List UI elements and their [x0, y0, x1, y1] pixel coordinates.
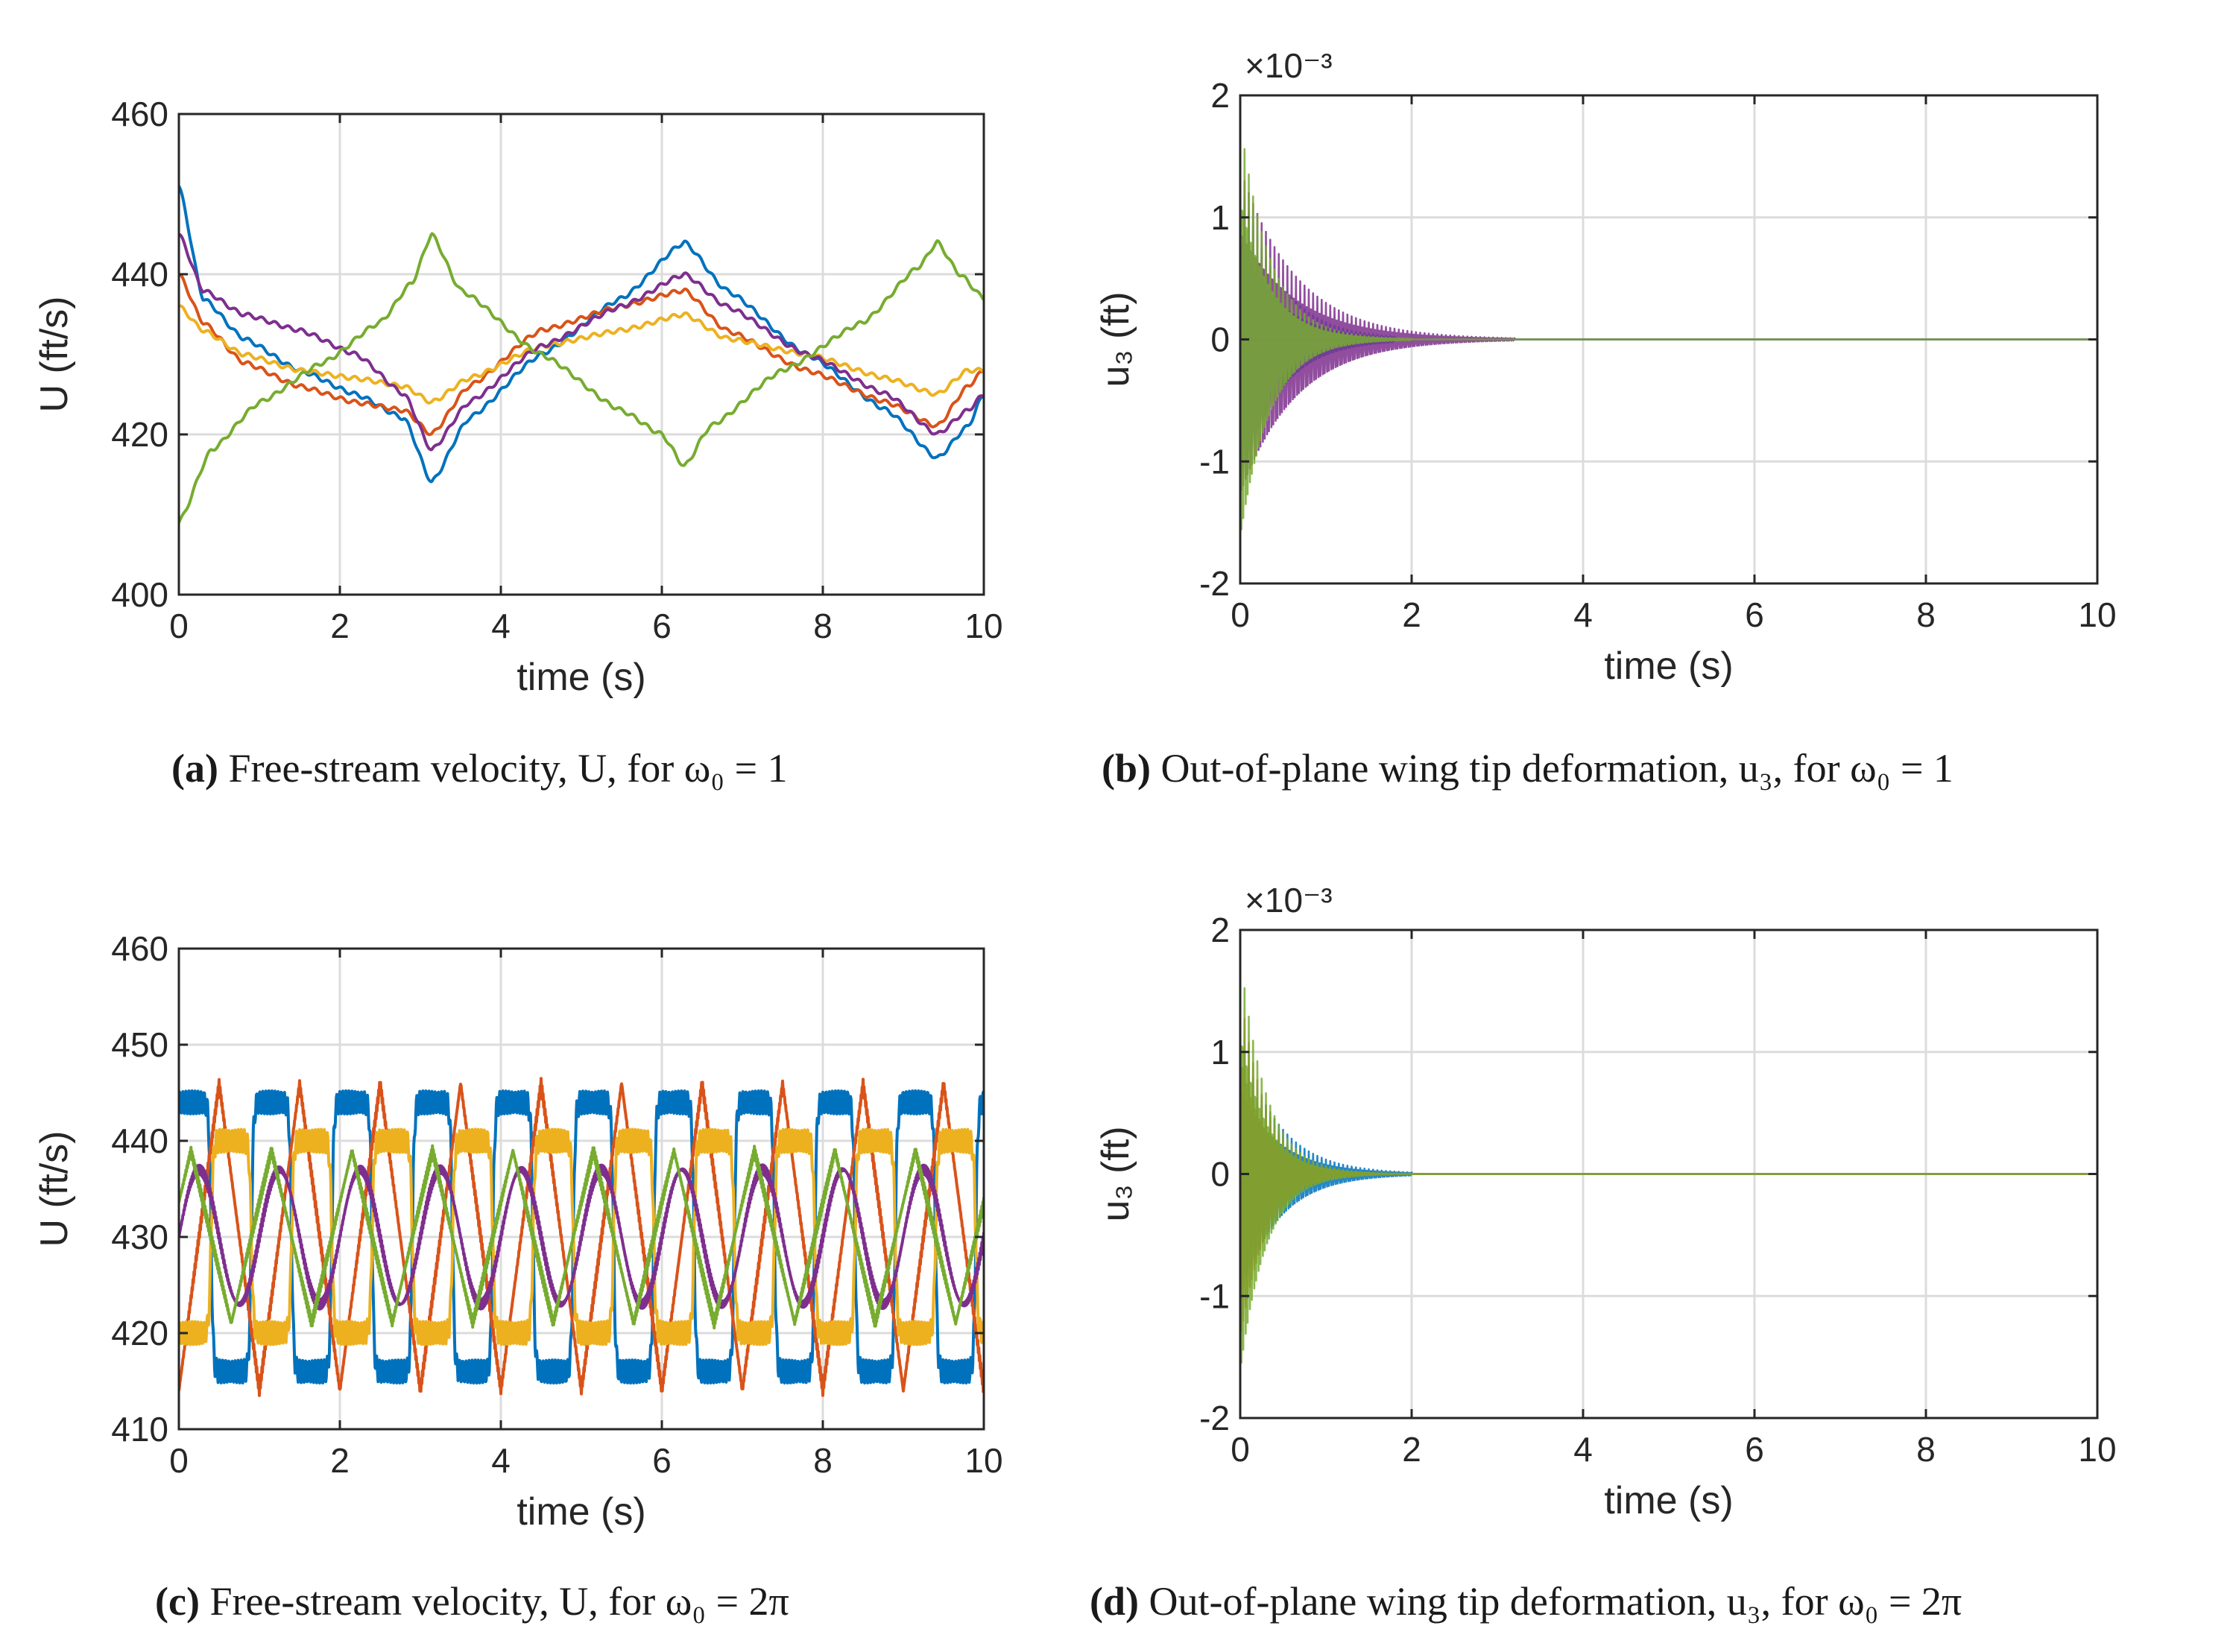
- chart-c-ytick-label-3: 440: [111, 1121, 168, 1160]
- caption-c-text: Free-stream velocity, U, for ω₀ = 2π: [209, 1579, 789, 1624]
- chart-a-xtick-label-5: 10: [964, 607, 1002, 645]
- chart-c-ytick-label-5: 460: [111, 929, 168, 968]
- chart-c-series-group: [179, 1077, 984, 1397]
- chart-d-ytick-label-4: 2: [1210, 911, 1230, 949]
- chart-a-line-series-5: [179, 232, 984, 524]
- chart-a-xtick-label-3: 6: [652, 607, 672, 645]
- chart-b-xtick-label-2: 4: [1573, 595, 1593, 634]
- caption-a: (a) Free-stream velocity, U, for ω₀ = 1: [171, 745, 788, 791]
- chart-d-line-series-2: [1240, 990, 2097, 1332]
- chart-b: 0 2 4 6 8 10 -2 -1 0 1 2 time (s) u₃ (ft) ×10⁻³: [1094, 46, 2117, 688]
- chart-b-series-group: [1240, 119, 2097, 531]
- caption-d-text: Out-of-plane wing tip deformation, u₃, f…: [1149, 1579, 1962, 1624]
- chart-b-xtick-label-3: 6: [1745, 595, 1764, 634]
- chart-d-xtick-label-4: 8: [1916, 1430, 1936, 1469]
- chart-a-series-group: [179, 185, 984, 524]
- chart-a: 0 2 4 6 8 10 400 420 440 460 time (s) U (ft/s): [33, 95, 1003, 699]
- chart-a-ytick-label-0: 400: [111, 575, 168, 614]
- chart-a-xtick-label-2: 4: [491, 607, 511, 645]
- chart-c-line-series-2: [179, 1077, 984, 1397]
- chart-c-ytick-label-0: 410: [111, 1410, 168, 1449]
- chart-c-line-series-4: [179, 1163, 984, 1311]
- chart-d-xtick-label-2: 4: [1573, 1430, 1593, 1469]
- chart-d: 0 2 4 6 8 10 -2 -1 0 1 2 time (s) u₃ (ft) ×10⁻³: [1094, 881, 2117, 1522]
- chart-a-ytick-label-1: 420: [111, 415, 168, 454]
- caption-c-tag: (c): [155, 1579, 200, 1624]
- chart-d-xlabel: time (s): [1604, 1479, 1733, 1522]
- chart-b-ytick-label-3: 1: [1210, 198, 1230, 237]
- chart-a-line-series-1: [179, 185, 984, 484]
- chart-c-ytick-label-4: 450: [111, 1025, 168, 1064]
- caption-b-text: Out-of-plane wing tip deformation, u₃, f…: [1160, 746, 1953, 791]
- chart-c-line-series-5: [179, 1144, 984, 1330]
- chart-c-ylabel: U (ft/s): [33, 1131, 76, 1247]
- chart-d-line-series-5: [1240, 954, 2097, 1364]
- chart-a-xtick-label-4: 8: [813, 607, 833, 645]
- chart-b-ytick-label-1: -1: [1199, 442, 1230, 481]
- chart-a-line-series-4: [179, 232, 984, 452]
- chart-b-xtick-label-4: 8: [1916, 595, 1936, 634]
- chart-d-scale-note: ×10⁻³: [1245, 881, 1333, 920]
- caption-a-tag: (a): [171, 746, 218, 791]
- chart-c-xtick-label-5: 10: [964, 1441, 1002, 1480]
- chart-d-xtick-label-1: 2: [1402, 1430, 1421, 1469]
- chart-a-xlabel: time (s): [517, 656, 645, 699]
- chart-d-xtick-label-3: 6: [1745, 1430, 1764, 1469]
- chart-d-ytick-label-0: -2: [1199, 1399, 1230, 1437]
- chart-a-xtick-label-1: 2: [330, 607, 350, 645]
- chart-c-xtick-label-4: 8: [813, 1441, 833, 1480]
- chart-a-axes-box: [177, 113, 985, 596]
- caption-b: (b) Out-of-plane wing tip deformation, u…: [1102, 745, 1953, 791]
- chart-b-xtick-label-1: 2: [1402, 595, 1421, 634]
- chart-a-ytick-label-3: 460: [111, 95, 168, 133]
- chart-d-ytick-label-1: -1: [1199, 1276, 1230, 1315]
- chart-a-xtick-label-0: 0: [169, 607, 189, 645]
- chart-a-ytick-label-2: 440: [111, 255, 168, 294]
- chart-a-line-series-3: [179, 304, 984, 405]
- chart-a-line-series-2: [179, 273, 984, 437]
- chart-d-ytick-label-3: 1: [1210, 1033, 1230, 1072]
- chart-c-xtick-label-2: 4: [491, 1441, 511, 1480]
- chart-b-line-series-5: [1240, 119, 2097, 531]
- chart-b-xtick-label-5: 10: [2078, 595, 2116, 634]
- chart-c-xtick-label-3: 6: [652, 1441, 672, 1480]
- chart-a-ylabel: U (ft/s): [33, 297, 76, 413]
- chart-b-ytick-label-0: -2: [1199, 564, 1230, 603]
- chart-c-xtick-label-1: 2: [330, 1441, 350, 1480]
- chart-d-ylabel: u₃ (ft): [1094, 1126, 1137, 1221]
- caption-d-tag: (d): [1090, 1579, 1139, 1624]
- chart-b-xtick-label-0: 0: [1231, 595, 1250, 634]
- caption-d: (d) Out-of-plane wing tip deformation, u…: [1090, 1578, 1962, 1624]
- chart-b-ytick-label-2: 0: [1210, 320, 1230, 359]
- chart-b-ylabel: u₃ (ft): [1094, 291, 1137, 387]
- chart-b-xlabel: time (s): [1604, 645, 1733, 688]
- chart-b-ytick-label-4: 2: [1210, 76, 1230, 115]
- caption-c: (c) Free-stream velocity, U, for ω₀ = 2π: [155, 1578, 789, 1624]
- chart-c-xlabel: time (s): [517, 1490, 645, 1534]
- chart-c-axes-box: [177, 947, 985, 1431]
- chart-c-line-series-1: [179, 1089, 984, 1385]
- chart-d-xtick-label-5: 10: [2078, 1430, 2116, 1469]
- chart-d-ytick-label-2: 0: [1210, 1155, 1230, 1194]
- caption-b-tag: (b): [1102, 746, 1151, 791]
- chart-d-series-group: [1240, 954, 2097, 1364]
- chart-d-line-series-1: [1240, 1039, 2097, 1292]
- chart-d-xtick-label-0: 0: [1231, 1430, 1250, 1469]
- chart-c-line-series-3: [179, 1127, 984, 1346]
- chart-c-xtick-label-0: 0: [169, 1441, 189, 1480]
- chart-c-ytick-label-2: 430: [111, 1218, 168, 1256]
- caption-a-text: Free-stream velocity, U, for ω₀ = 1: [228, 746, 788, 791]
- chart-c: 0 2 4 6 8 10 410 420 430 440 450 460 time (s) U (ft/s…: [33, 929, 1003, 1534]
- chart-c-ytick-label-1: 420: [111, 1314, 168, 1352]
- chart-b-scale-note: ×10⁻³: [1245, 46, 1333, 85]
